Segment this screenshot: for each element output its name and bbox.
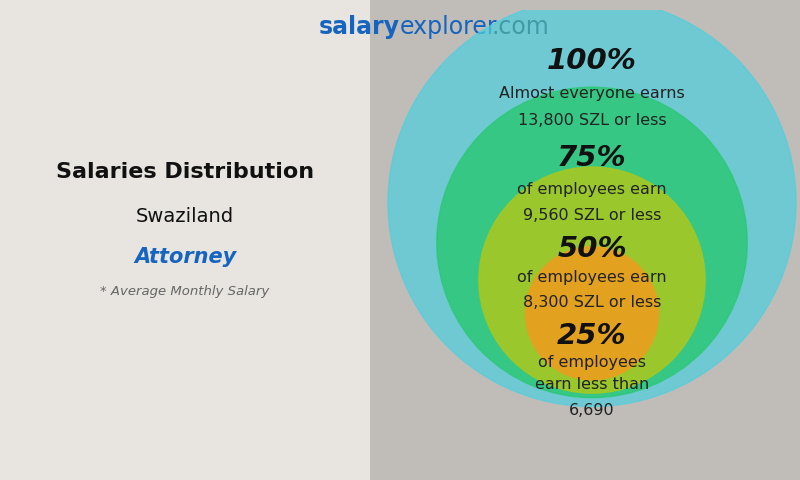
Text: * Average Monthly Salary: * Average Monthly Salary <box>100 286 270 299</box>
Text: 8,300 SZL or less: 8,300 SZL or less <box>523 295 661 310</box>
Circle shape <box>388 0 796 407</box>
Text: of employees earn: of employees earn <box>517 182 667 197</box>
Text: 9,560 SZL or less: 9,560 SZL or less <box>523 208 661 223</box>
FancyBboxPatch shape <box>0 0 380 480</box>
Text: 25%: 25% <box>557 322 627 349</box>
FancyBboxPatch shape <box>370 0 800 480</box>
Circle shape <box>479 167 705 393</box>
Text: 100%: 100% <box>547 47 637 74</box>
Text: 75%: 75% <box>557 144 627 172</box>
Text: Salaries Distribution: Salaries Distribution <box>56 162 314 182</box>
Circle shape <box>437 87 747 397</box>
Text: Almost everyone earns: Almost everyone earns <box>499 86 685 101</box>
Circle shape <box>526 247 658 380</box>
Text: 50%: 50% <box>557 235 627 263</box>
Text: salary: salary <box>319 15 400 39</box>
Text: .com: .com <box>492 15 550 39</box>
Text: 13,800 SZL or less: 13,800 SZL or less <box>518 113 666 128</box>
Text: Swaziland: Swaziland <box>136 207 234 227</box>
Text: earn less than: earn less than <box>535 377 649 392</box>
Text: Attorney: Attorney <box>134 247 236 267</box>
Text: of employees earn: of employees earn <box>517 270 667 286</box>
Text: explorer: explorer <box>400 15 498 39</box>
Text: 6,690: 6,690 <box>569 403 615 419</box>
Text: of employees: of employees <box>538 355 646 370</box>
